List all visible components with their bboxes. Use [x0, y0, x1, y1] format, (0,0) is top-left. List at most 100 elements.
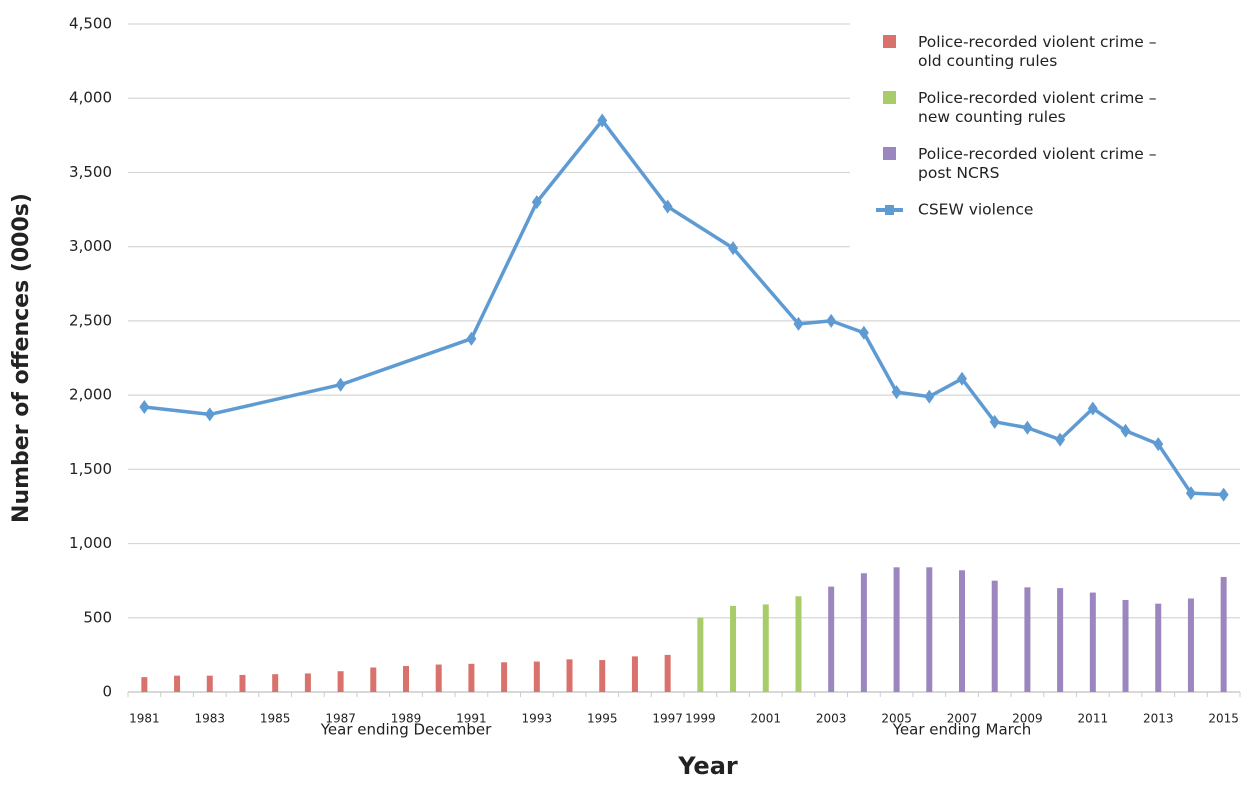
line-segment: [469, 200, 539, 341]
bar: [501, 662, 508, 692]
y-tick-label: 2,000: [69, 386, 112, 404]
bar: [893, 567, 900, 692]
line-segment: [338, 336, 474, 387]
bar: [664, 654, 671, 692]
line-segment: [208, 382, 343, 417]
legend-box: [850, 18, 1242, 258]
legend-label-line: post NCRS: [918, 164, 999, 182]
line-segment: [142, 405, 212, 417]
line-segment: [665, 204, 735, 250]
line-marker: [1055, 432, 1066, 447]
legend-label-line: Police-recorded violent crime –: [918, 89, 1157, 107]
bar: [991, 580, 998, 692]
line-segment: [1189, 491, 1226, 497]
bar: [174, 675, 181, 692]
x-tick-label: 2011: [1078, 712, 1109, 726]
legend-label: CSEW violence: [918, 201, 1033, 219]
y-tick-label: 4,500: [69, 15, 112, 33]
bar: [599, 660, 606, 692]
line-marker: [1022, 420, 1033, 435]
line-segment: [535, 118, 604, 204]
line-marker: [1153, 437, 1164, 452]
legend-label-line: new counting rules: [918, 108, 1066, 126]
legend-label-line: Police-recorded violent crime –: [918, 33, 1157, 51]
line-segment: [894, 390, 932, 399]
line-marker: [1087, 401, 1098, 416]
bar: [304, 673, 311, 692]
line-marker: [891, 385, 902, 400]
x-tick-label: 1983: [194, 712, 225, 726]
legend-label: Police-recorded violent crime – post NCRS: [918, 145, 1157, 182]
bar: [697, 617, 704, 692]
line-marker: [957, 371, 967, 386]
line-marker: [662, 199, 673, 214]
x-tick-label: 2003: [816, 712, 847, 726]
x-tick-label: 1989: [391, 712, 422, 726]
bar: [206, 675, 213, 692]
x-tick-label: 1981: [129, 712, 160, 726]
bar: [631, 656, 638, 692]
line-segment: [862, 331, 899, 394]
line-marker: [1120, 423, 1131, 438]
x-tick-label: 2005: [881, 712, 912, 726]
line-segment: [1156, 442, 1193, 495]
line-marker: [204, 407, 215, 422]
x-tick-label: 2001: [750, 712, 781, 726]
line-segment: [731, 246, 801, 326]
line-segment: [992, 420, 1030, 430]
line-marker: [989, 414, 1000, 429]
bar: [272, 674, 279, 692]
line-segment: [600, 118, 670, 209]
legend-label-line: old counting rules: [918, 52, 1057, 70]
line-marker: [793, 316, 804, 331]
bar: [1024, 587, 1031, 692]
bar: [1089, 592, 1096, 692]
y-tick-label: 500: [83, 608, 112, 626]
bar: [1187, 598, 1194, 692]
x-tick-label: 1991: [456, 712, 487, 726]
x-group-label: Year ending December: [320, 721, 492, 739]
bar: [239, 674, 246, 692]
line-marker: [466, 331, 477, 346]
line-segment: [1025, 426, 1062, 442]
bar: [533, 661, 540, 692]
bar: [926, 567, 933, 692]
y-tick-label: 3,000: [69, 237, 112, 255]
x-tick-label: 1999: [685, 712, 716, 726]
legend-label: Police-recorded violent crime – new count…: [918, 89, 1157, 126]
line-segment: [796, 319, 833, 326]
bar: [828, 586, 835, 692]
bar: [566, 659, 573, 692]
legend-swatch: [883, 91, 896, 104]
bar: [370, 667, 377, 692]
line-segment: [1091, 406, 1128, 433]
y-tick-label: 3,500: [69, 163, 112, 181]
bar: [860, 573, 867, 692]
y-axis-title: Number of offences (000s): [9, 193, 34, 523]
x-tick-label: 1985: [260, 712, 291, 726]
line-segment: [960, 377, 997, 424]
x-tick-label: 1997: [652, 712, 683, 726]
bar: [1220, 576, 1227, 692]
line-marker: [924, 389, 935, 404]
x-axis-title: Year: [677, 752, 738, 780]
bar: [435, 664, 442, 692]
line-segment: [829, 319, 866, 335]
x-tick-label: 2007: [947, 712, 978, 726]
legend-marker: [885, 205, 894, 215]
line-segment: [1123, 428, 1160, 446]
y-tick-label: 2,500: [69, 311, 112, 329]
bar: [403, 666, 409, 692]
x-tick-label: 2015: [1208, 712, 1239, 726]
line-marker: [826, 313, 837, 328]
line-segment: [1058, 406, 1095, 442]
legend-label-line: Police-recorded violent crime –: [918, 145, 1157, 163]
bar: [1155, 603, 1162, 692]
legend-swatch: [883, 147, 896, 160]
x-tick-label: 1995: [587, 712, 618, 726]
bar: [959, 570, 965, 692]
line-marker: [597, 113, 608, 128]
line-marker: [858, 325, 869, 340]
bar: [1057, 588, 1064, 692]
